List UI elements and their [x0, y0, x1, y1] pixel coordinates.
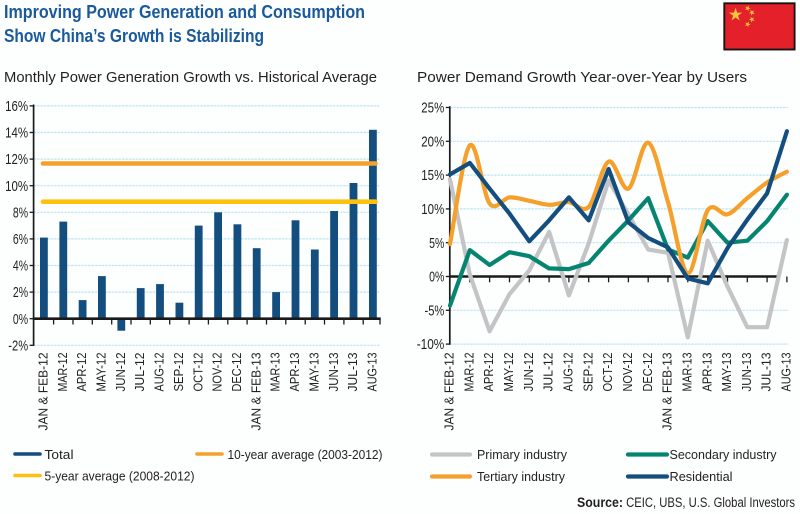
- svg-text:Secondary industry: Secondary industry: [670, 447, 777, 462]
- svg-text:10%: 10%: [421, 201, 444, 218]
- svg-text:JUN-13: JUN-13: [326, 353, 341, 392]
- svg-text:MAY-13: MAY-13: [306, 353, 321, 392]
- svg-text:JAN & FEB-12: JAN & FEB-12: [36, 353, 51, 431]
- svg-text:MAY-13: MAY-13: [719, 353, 734, 392]
- svg-text:AUG-12: AUG-12: [152, 353, 167, 392]
- svg-text:DEC-12: DEC-12: [229, 353, 244, 392]
- svg-text:OCT-12: OCT-12: [190, 353, 205, 392]
- svg-text:JAN & FEB-13: JAN & FEB-13: [660, 353, 675, 431]
- svg-text:-5%: -5%: [425, 302, 445, 319]
- svg-text:MAR-13: MAR-13: [679, 353, 694, 392]
- svg-text:Improving Power Generation and: Improving Power Generation and Consumpti…: [4, 2, 365, 22]
- svg-text:JUL-12: JUL-12: [541, 353, 556, 392]
- svg-text:MAR-12: MAR-12: [55, 353, 70, 392]
- svg-text:APR-12: APR-12: [74, 353, 89, 392]
- svg-text:Tertiary industry: Tertiary industry: [477, 469, 565, 484]
- svg-text:0%: 0%: [13, 311, 28, 328]
- svg-text:MAY-12: MAY-12: [94, 353, 109, 392]
- svg-text:AUG-13: AUG-13: [365, 353, 380, 392]
- svg-text:Source: CEIC, UBS, U.S. Global: Source: CEIC, UBS, U.S. Global Investors: [577, 495, 795, 510]
- svg-text:Monthly Power Generation Growt: Monthly Power Generation Growth vs. Hist…: [4, 69, 377, 86]
- svg-text:OCT-12: OCT-12: [600, 353, 615, 392]
- svg-text:AUG-12: AUG-12: [561, 353, 576, 392]
- svg-text:JUN-13: JUN-13: [739, 353, 754, 392]
- svg-text:JUN-12: JUN-12: [113, 353, 128, 392]
- svg-text:12%: 12%: [5, 151, 28, 168]
- svg-text:16%: 16%: [5, 98, 28, 115]
- svg-text:-2%: -2%: [8, 337, 28, 354]
- svg-text:8%: 8%: [13, 204, 28, 221]
- svg-text:NOV-12: NOV-12: [620, 353, 635, 392]
- svg-text:Residential: Residential: [670, 469, 733, 484]
- svg-text:SEP-12: SEP-12: [580, 353, 595, 392]
- svg-text:MAY-12: MAY-12: [501, 353, 516, 392]
- svg-text:APR-12: APR-12: [481, 353, 496, 392]
- svg-text:Total: Total: [45, 447, 74, 462]
- svg-text:4%: 4%: [13, 258, 28, 275]
- svg-text:AUG-13: AUG-13: [779, 353, 794, 392]
- svg-text:15%: 15%: [421, 167, 444, 184]
- svg-text:JAN & FEB-12: JAN & FEB-12: [442, 353, 457, 431]
- svg-text:DEC-12: DEC-12: [640, 353, 655, 392]
- svg-text:0%: 0%: [429, 269, 444, 286]
- svg-text:2%: 2%: [13, 284, 28, 301]
- svg-text:SEP-12: SEP-12: [171, 353, 186, 392]
- svg-text:JAN & FEB-13: JAN & FEB-13: [248, 353, 263, 431]
- svg-text:JUL-13: JUL-13: [759, 353, 774, 392]
- svg-text:-10%: -10%: [417, 336, 445, 353]
- svg-text:20%: 20%: [421, 133, 444, 150]
- svg-text:JUN-12: JUN-12: [521, 353, 536, 392]
- svg-text:JUL-13: JUL-13: [345, 353, 360, 392]
- svg-text:JUL-12: JUL-12: [132, 353, 147, 392]
- svg-text:NOV-12: NOV-12: [210, 353, 225, 392]
- svg-text:MAR-13: MAR-13: [268, 353, 283, 392]
- svg-text:Show China’s Growth is Stabili: Show China’s Growth is Stabilizing: [4, 26, 264, 46]
- svg-text:APR-13: APR-13: [287, 353, 302, 392]
- svg-text:14%: 14%: [5, 125, 28, 142]
- svg-text:10%: 10%: [5, 178, 28, 195]
- svg-text:Power Demand Growth Year-over-: Power Demand Growth Year-over-Year by Us…: [417, 69, 747, 86]
- svg-text:5%: 5%: [429, 235, 444, 252]
- svg-text:Primary industry: Primary industry: [477, 447, 567, 462]
- svg-text:APR-13: APR-13: [699, 353, 714, 392]
- svg-text:6%: 6%: [13, 231, 28, 248]
- svg-text:25%: 25%: [421, 100, 444, 117]
- svg-text:5-year average (2008-2012): 5-year average (2008-2012): [45, 469, 195, 484]
- svg-text:MAR-12: MAR-12: [461, 353, 476, 392]
- svg-text:10-year average (2003-2012): 10-year average (2003-2012): [228, 447, 383, 462]
